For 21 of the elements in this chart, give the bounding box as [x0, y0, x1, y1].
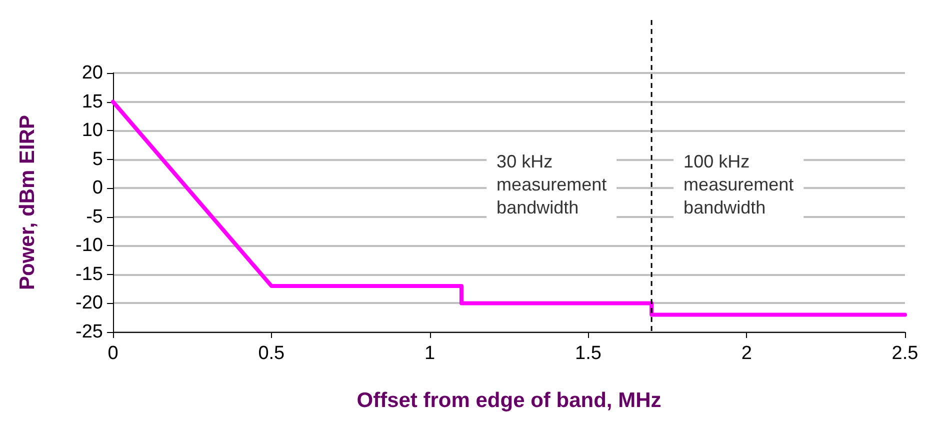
y-tick-label: -25: [76, 322, 103, 342]
y-tick-label: -10: [76, 235, 103, 256]
y-tick-label: -15: [76, 264, 103, 285]
y-axis-title: Power, dBm EIRP: [16, 114, 39, 290]
x-tick-label: 1.5: [574, 343, 602, 364]
y-tick-label: 5: [92, 148, 103, 170]
line-series: [111, 100, 907, 317]
x-tick-label: 0.5: [258, 343, 285, 364]
x-tick-label: 0: [108, 343, 118, 364]
x-tick-label: 1: [424, 343, 436, 364]
y-tick-label: 20: [82, 62, 103, 84]
y-tick-label: 15: [82, 91, 103, 112]
annotation: 100 kHz measurement bandwidth: [684, 152, 794, 218]
x-axis-title: Offset from edge of band, MHz: [356, 389, 662, 412]
y-tick-label: -5: [86, 206, 103, 228]
y-tick-label: 0: [92, 178, 103, 199]
y-tick-label: 10: [82, 120, 103, 142]
y-tick-label: -20: [76, 292, 103, 314]
x-tick-label: 2.5: [892, 343, 918, 364]
annotation: 30 kHz measurement bandwidth: [496, 152, 607, 218]
x-tick-label: 2: [741, 343, 752, 364]
